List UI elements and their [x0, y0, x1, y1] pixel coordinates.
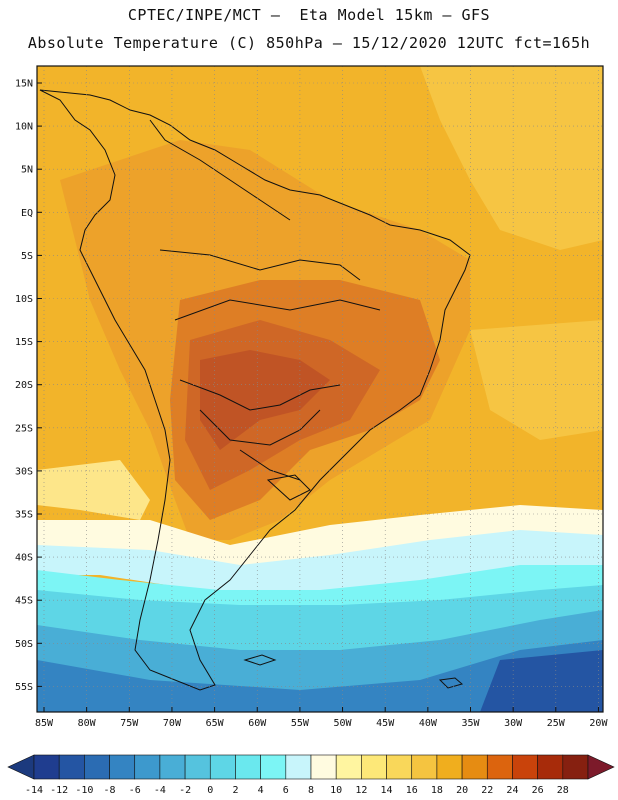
colorbar-label: 0	[207, 785, 213, 796]
lat-label: 5S	[21, 251, 33, 262]
lon-label: 85W	[35, 718, 54, 729]
latitude-axis: 15N 10N 5N EQ 5S 10S 15S 20S 25S 30S 35S 40S 45S 50S 5…	[15, 79, 42, 693]
lon-label: 20W	[589, 718, 608, 729]
colorbar-swatch	[361, 754, 387, 780]
lon-label: 25W	[547, 718, 566, 729]
colorbar-swatch	[159, 754, 186, 780]
colorbar-swatch	[209, 754, 236, 780]
colorbar-label: 2	[232, 785, 238, 796]
lon-label: 60W	[248, 718, 267, 729]
map-subtitle: Absolute Temperature (C) 850hPa – 15/12/…	[27, 34, 591, 52]
colorbar-label: 16	[406, 785, 418, 796]
colorbar-label: -14	[25, 785, 43, 796]
lat-label: 50S	[15, 639, 33, 650]
colorbar-label: 20	[456, 785, 468, 796]
colorbar-over-arrow	[587, 754, 615, 780]
lat-label: 25S	[15, 423, 33, 434]
colorbar-swatch	[562, 754, 589, 780]
colorbar-swatch	[310, 754, 337, 780]
colorbar-swatch	[235, 754, 261, 780]
colorbar-swatch	[461, 754, 488, 780]
lon-label: 30W	[504, 718, 523, 729]
colorbar-label: 8	[308, 785, 314, 796]
lon-label: 65W	[206, 718, 225, 729]
colorbar-swatch	[335, 754, 362, 780]
colorbar-label: 18	[431, 785, 443, 796]
lat-label: EQ	[21, 208, 33, 219]
colorbar-label: -2	[179, 785, 191, 796]
colorbar-swatch	[285, 754, 312, 780]
colorbar-label: 6	[283, 785, 289, 796]
lon-label: 55W	[291, 718, 310, 729]
colorbar-label: -10	[75, 785, 93, 796]
lat-label: 40S	[15, 553, 33, 564]
colorbar-swatch	[512, 754, 538, 780]
colorbar-label: -4	[154, 785, 166, 796]
colorbar-swatch	[184, 754, 211, 780]
longitude-axis: 85W 80W 75W 70W 65W 60W 55W 50W 45W 40W 35W 30W 25W 2…	[35, 707, 608, 729]
map-frame	[36, 65, 604, 713]
colorbar-label: 28	[557, 785, 569, 796]
lon-label: 70W	[163, 718, 182, 729]
colorbar-label: -6	[129, 785, 141, 796]
lon-label: 50W	[334, 718, 353, 729]
lat-label: 45S	[15, 596, 33, 607]
lon-label: 40W	[419, 718, 438, 729]
colorbar-label: -12	[50, 785, 68, 796]
lat-label: 55S	[15, 682, 33, 693]
colorbar-swatch	[58, 754, 85, 780]
coastline	[39, 89, 471, 691]
colorbar-label: 12	[355, 785, 367, 796]
colorbar-swatch	[84, 754, 110, 780]
lat-label: 15S	[15, 337, 33, 348]
colorbar-under-arrow	[7, 754, 35, 780]
colorbar-label: 22	[481, 785, 493, 796]
colorbar-swatch	[537, 754, 564, 780]
colorbar-swatch	[33, 754, 60, 780]
lon-label: 80W	[78, 718, 97, 729]
lon-label: 75W	[120, 718, 139, 729]
lat-label: 30S	[15, 466, 33, 477]
temperature-field	[37, 66, 603, 712]
lat-label: 10N	[15, 122, 33, 133]
colorbar-swatch	[109, 754, 136, 780]
colorbar-label: 4	[258, 785, 264, 796]
colorbar-label: 10	[330, 785, 342, 796]
colorbar-swatch	[486, 754, 513, 780]
map-title: CPTEC/INPE/MCT – Eta Model 15km – GFS	[127, 6, 491, 24]
lat-label: 15N	[15, 79, 33, 90]
colorbar-swatch	[436, 754, 463, 780]
colorbar-label: -8	[104, 785, 116, 796]
colorbar-label: 26	[532, 785, 544, 796]
lat-label: 20S	[15, 380, 33, 391]
colorbar-swatch	[134, 754, 161, 780]
colorbar-label: 14	[381, 785, 393, 796]
lon-label: 45W	[376, 718, 395, 729]
lat-label: 35S	[15, 510, 33, 521]
colorbar-swatch	[260, 754, 287, 780]
lat-label: 5N	[21, 165, 33, 176]
colorbar-swatch	[386, 754, 413, 780]
colorbar-swatch	[411, 754, 438, 780]
lat-label: 10S	[15, 294, 33, 305]
colorbar-label: 24	[506, 785, 518, 796]
lon-label: 35W	[461, 718, 480, 729]
colorbar: -14 -12 -10 -8 -6 -4 -2 0 2 4 6 8 10 12 14 16 18 20 22 24 26…	[7, 754, 615, 796]
